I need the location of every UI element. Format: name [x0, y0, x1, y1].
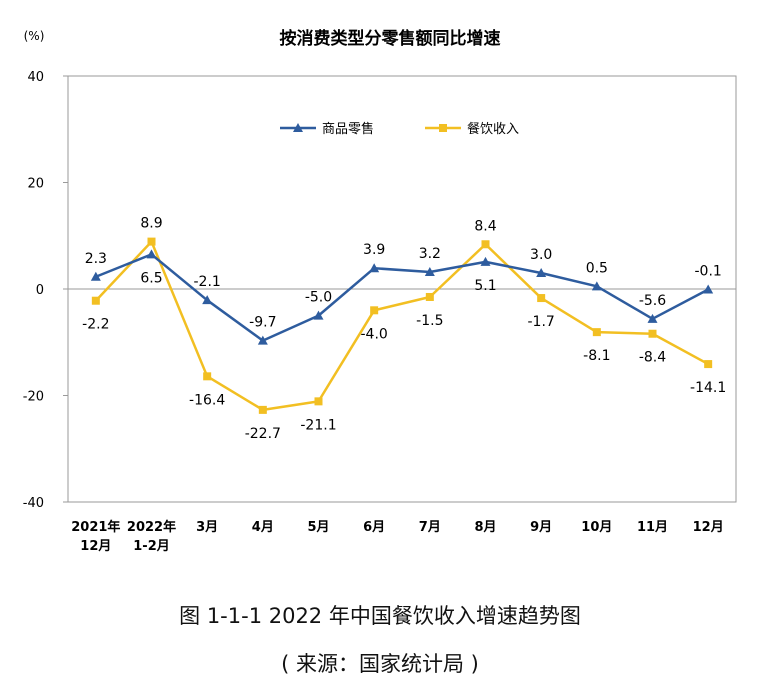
data-label-retail: -5.0: [305, 290, 332, 306]
x-tick-label: 10月: [581, 520, 612, 535]
legend-label-retail: 商品零售: [322, 121, 374, 137]
y-tick-label: 0: [36, 283, 44, 298]
data-label-retail: -0.1: [695, 264, 722, 280]
source-caption: ( 来源：国家统计局 ): [281, 652, 479, 676]
data-label-retail: -5.6: [639, 293, 666, 309]
data-point-catering: [370, 306, 379, 315]
x-tick-label: 12月: [693, 520, 724, 535]
data-label-catering: -22.7: [245, 426, 281, 442]
data-point-catering: [481, 240, 490, 249]
data-point-catering: [592, 328, 601, 337]
data-point-retail: [536, 268, 547, 278]
y-tick-label: 40: [27, 70, 44, 85]
x-tick-label: 2022年: [127, 519, 176, 535]
x-tick-label: 4月: [252, 520, 274, 535]
y-tick-label: -40: [23, 496, 44, 511]
series-line-catering: [94, 240, 709, 412]
x-tick-label: 5月: [307, 520, 329, 535]
data-label-retail: 3.2: [419, 246, 441, 262]
data-label-catering: -1.5: [416, 313, 443, 329]
x-tick-label: 8月: [474, 520, 496, 535]
data-label-retail: 3.9: [363, 242, 385, 258]
data-label-catering: -16.4: [189, 392, 225, 408]
data-point-catering: [147, 237, 156, 246]
data-point-retail: [202, 295, 213, 305]
data-label-catering: -1.7: [528, 314, 555, 330]
data-point-catering: [314, 397, 323, 406]
data-point-retail: [480, 256, 491, 266]
data-point-catering: [648, 329, 657, 338]
y-tick-label: 20: [27, 177, 44, 192]
data-point-retail: [703, 284, 714, 294]
data-label-catering: -2.2: [82, 317, 109, 333]
data-point-catering: [537, 294, 546, 303]
data-point-catering: [425, 292, 434, 301]
x-tick-label: 2021年: [71, 519, 120, 535]
data-point-retail: [146, 249, 157, 259]
data-label-catering: 8.4: [474, 218, 496, 234]
data-label-retail: -9.7: [249, 315, 276, 331]
data-label-retail: 2.3: [85, 251, 107, 267]
x-tick-label: 1-2月: [133, 539, 170, 554]
data-label-catering: -21.1: [300, 417, 336, 433]
data-point-retail: [424, 266, 435, 276]
data-point-retail: [591, 281, 602, 291]
x-tick-label: 3月: [196, 520, 218, 535]
legend-label-catering: 餐饮收入: [467, 121, 519, 137]
data-label-catering: -8.1: [583, 348, 610, 364]
y-tick-label: -20: [23, 390, 44, 405]
x-tick-label: 7月: [419, 520, 441, 535]
data-point-retail: [257, 335, 268, 345]
data-label-catering: -8.4: [639, 350, 666, 366]
x-tick-label: 6月: [363, 520, 385, 535]
data-label-retail: 3.0: [530, 247, 552, 263]
retail-growth-line-chart: 按消费类型分零售额同比增速 (%) 40 20 0 -20 -40 2021年 12月 202…: [23, 28, 737, 554]
data-label-retail: 5.1: [474, 278, 496, 294]
data-point-catering: [704, 360, 713, 369]
x-tick-label: 12月: [80, 539, 111, 554]
x-tick-label: 9月: [530, 520, 552, 535]
data-label-catering: 8.9: [140, 216, 162, 232]
data-label-retail: 6.5: [140, 270, 162, 286]
data-point-retail: [90, 271, 101, 281]
data-point-catering: [258, 405, 267, 414]
figure-caption: 图 1-1-1 2022 年中国餐饮收入增速趋势图: [179, 604, 581, 628]
data-label-retail: 0.5: [586, 260, 608, 276]
series-line-retail: [95, 253, 709, 342]
data-label-catering: -14.1: [690, 380, 726, 396]
data-point-retail: [369, 263, 380, 273]
legend-marker-retail: [293, 123, 303, 132]
data-label-retail: -2.1: [194, 274, 221, 290]
data-point-retail: [647, 313, 658, 323]
data-point-catering: [203, 372, 212, 381]
data-point-catering: [91, 296, 100, 305]
data-point-retail: [313, 310, 324, 320]
legend-marker-catering: [439, 124, 447, 132]
data-label-catering: -4.0: [361, 326, 388, 342]
chart-title: 按消费类型分零售额同比增速: [280, 28, 501, 49]
y-axis-unit: (%): [24, 29, 45, 43]
x-tick-label: 11月: [637, 520, 668, 535]
